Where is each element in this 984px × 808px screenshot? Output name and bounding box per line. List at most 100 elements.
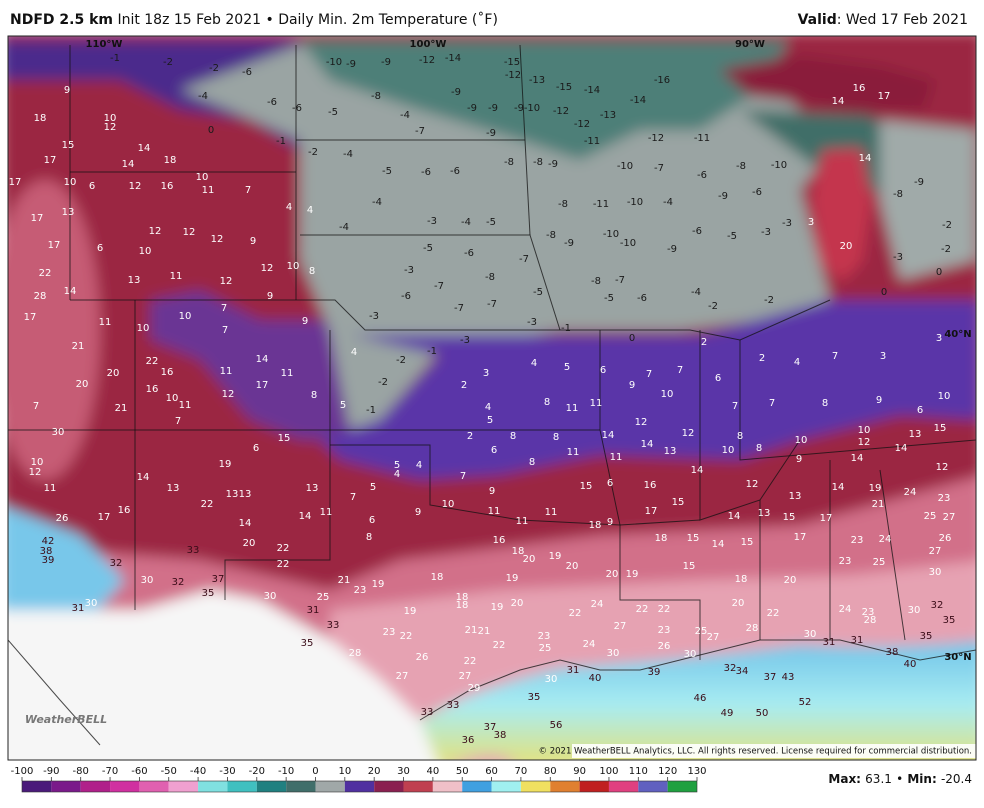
temperature-value: 18 (456, 592, 469, 603)
temperature-value: 26 (658, 641, 671, 652)
station-values: -2-1-2 -6-4-6-60-1-2 -4-10 -9 -9 -12 -14 -15-12… (9, 53, 956, 746)
temperature-value: 25 (924, 511, 937, 522)
temperature-value: 11 (179, 400, 192, 411)
temperature-value: 17 (256, 380, 269, 391)
temperature-value: 6 (369, 515, 375, 526)
temperature-value: 16 (161, 367, 174, 378)
temperature-value: -6 (242, 67, 252, 78)
temperature-value: 10 (795, 435, 808, 446)
temperature-value: 14 (712, 539, 725, 550)
temperature-value: -2 (308, 147, 318, 158)
temperature-value: -15 (504, 57, 520, 68)
temperature-value: 19 (219, 459, 232, 470)
temperature-value: 8 (756, 443, 762, 454)
temperature-value: -11 (694, 133, 710, 144)
temperature-value: 17 (878, 91, 891, 102)
temperature-value: 6 (89, 181, 95, 192)
temperature-value: 22 (146, 356, 159, 367)
temperature-value: -3 (782, 218, 792, 229)
colorbar-tick-label: -60 (131, 766, 147, 777)
temperature-value: 4 (286, 202, 292, 213)
temperature-value: -10 (617, 161, 633, 172)
temperature-value: 18 (589, 520, 602, 531)
temperature-value: 18 (34, 113, 47, 124)
temperature-value: 20 (606, 569, 619, 580)
temperature-value: 21 (72, 341, 85, 352)
temperature-value: 14 (832, 96, 845, 107)
temperature-value: 37 (212, 574, 225, 585)
separator: • (896, 772, 903, 786)
temperature-value: 8 (311, 390, 317, 401)
temperature-value: 27 (929, 546, 942, 557)
temperature-value: -5 (604, 293, 614, 304)
temperature-value: 35 (528, 692, 541, 703)
temperature-value: 11 (566, 403, 579, 414)
temperature-value: -6 (401, 291, 411, 302)
temperature-value: 10 (104, 113, 117, 124)
colorbar-cell (286, 781, 316, 792)
temperature-value: 25 (695, 626, 708, 637)
temperature-value: 19 (549, 551, 562, 562)
colorbar-cell (520, 781, 551, 792)
temperature-value: -9 (451, 87, 461, 98)
temperature-value: 14 (64, 286, 77, 297)
temperature-value: 17 (645, 506, 658, 517)
temperature-value: 30 (264, 591, 277, 602)
temperature-value: 17 (48, 240, 61, 251)
map: -2-1-2 -6-4-6-60-1-2 -4-10 -9 -9 -12 -14 -15-12… (8, 36, 976, 760)
temperature-value: 26 (939, 533, 952, 544)
temperature-value: 10 (166, 393, 179, 404)
temperature-value: 13 (789, 491, 802, 502)
temperature-value: 14 (895, 443, 908, 454)
colorbar-cell (462, 781, 492, 792)
temperature-value: 8 (309, 266, 315, 277)
temperature-value: 21 (338, 575, 351, 586)
temperature-value: 11 (281, 368, 294, 379)
temperature-value: 14 (256, 354, 269, 365)
temperature-value: -8 (893, 189, 903, 200)
temperature-value: -2 (942, 220, 952, 231)
temperature-value: 6 (97, 243, 103, 254)
border (519, 44, 531, 236)
temperature-value: 19 (506, 573, 519, 584)
temperature-value: -13 (600, 110, 616, 121)
colorbar-cell (139, 781, 169, 792)
temperature-value: 38 (886, 647, 899, 658)
temperature-value: 12 (183, 227, 196, 238)
temperature-value: 23 (354, 585, 367, 596)
temperature-value: 11 (170, 271, 183, 282)
temperature-value: 40 (904, 659, 917, 670)
temperature-value: -10 (603, 229, 619, 240)
temperature-value: 7 (677, 365, 683, 376)
temperature-value: 39 (648, 667, 661, 678)
temperature-value: -1 (427, 346, 437, 357)
temperature-value: 11 (516, 516, 529, 527)
temperature-value: -9 (718, 191, 728, 202)
temperature-value: 13 (128, 275, 141, 286)
temperature-field (8, 36, 976, 760)
temperature-value: 11 (320, 507, 333, 518)
temperature-value: 32 (110, 558, 123, 569)
temperature-value: 6 (491, 445, 497, 456)
colorbar-cell (344, 781, 375, 792)
temperature-value: 17 (9, 177, 22, 188)
temperature-value: 9 (489, 486, 495, 497)
temperature-value: 36 (462, 735, 475, 746)
temperature-value: 0 (629, 333, 635, 344)
temperature-value: 27 (459, 671, 472, 682)
temperature-value: -4 (400, 110, 410, 121)
temperature-value: 25 (873, 557, 886, 568)
temperature-value: 30 (545, 674, 558, 685)
temperature-value: -6 (637, 293, 647, 304)
temperature-value: 20 (732, 598, 745, 609)
border (330, 444, 701, 526)
temperature-value: 34 (736, 666, 749, 677)
temperature-value: 24 (904, 487, 917, 498)
colorbar-cell (315, 781, 345, 792)
temperature-value: 14 (138, 143, 151, 154)
temperature-value: 12 (261, 263, 274, 274)
temperature-value: 18 (164, 155, 177, 166)
temperature-value: 7 (350, 492, 356, 503)
temperature-value: 22 (39, 268, 52, 279)
